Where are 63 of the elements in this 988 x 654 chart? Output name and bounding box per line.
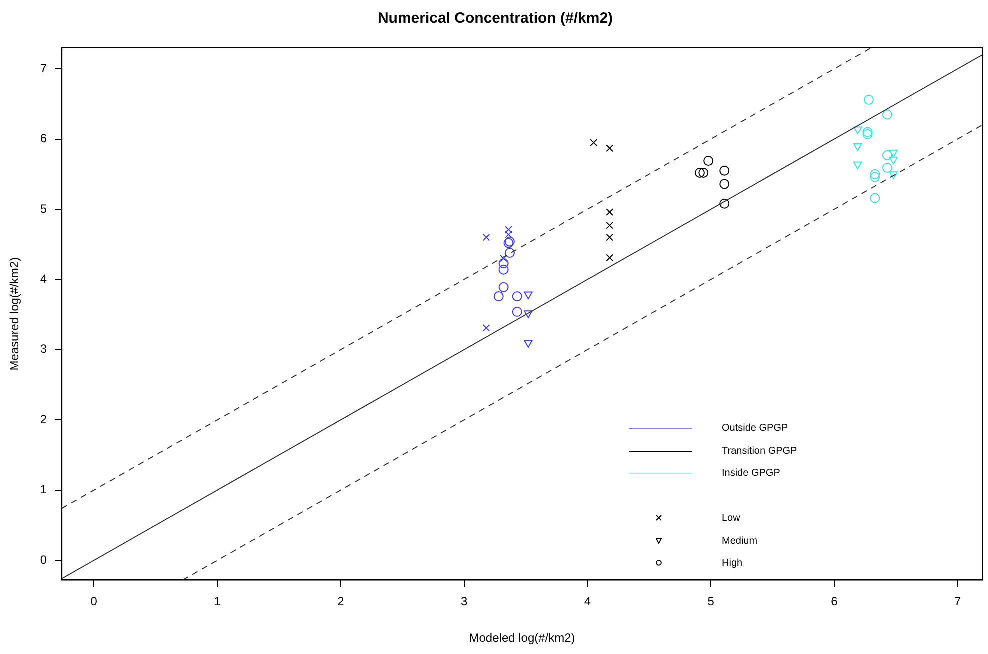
point: [720, 179, 730, 190]
point: [590, 139, 598, 146]
point: [524, 292, 533, 300]
point: [524, 310, 533, 318]
point: [882, 163, 892, 174]
point: [889, 172, 898, 180]
point: [720, 166, 730, 176]
point: [512, 292, 522, 302]
point: [698, 168, 709, 178]
point: [882, 110, 892, 120]
point: [500, 254, 508, 262]
annotation: Outside GPGP: [722, 423, 788, 434]
point: [494, 292, 504, 302]
y-axis-title: Measured log(#/km2): [8, 257, 22, 371]
point: [870, 193, 880, 204]
point: [498, 258, 509, 269]
y-tick-label: 1: [40, 482, 48, 497]
point: [889, 156, 898, 165]
annotation: Transition GPGP: [722, 446, 798, 456]
point: [870, 172, 880, 182]
x-tick-label: 1: [214, 594, 222, 609]
point: [853, 144, 862, 152]
point: [606, 234, 614, 242]
x-tick-label: 2: [338, 594, 345, 609]
point: [853, 162, 862, 170]
point: [853, 126, 862, 134]
annotation: Medium: [722, 536, 758, 546]
chart-title: Numerical Concentration (#/km2): [378, 10, 614, 28]
point: [482, 324, 490, 332]
x-axis-title: Modeled log(#/km2): [469, 631, 576, 646]
point: [694, 168, 705, 178]
point: [606, 222, 614, 230]
y-tick-label: 0: [40, 552, 48, 567]
point: [606, 254, 614, 262]
point: [498, 282, 509, 292]
point: [606, 208, 614, 216]
x-tick-label: 0: [90, 594, 98, 609]
x-tick-label: 3: [460, 594, 468, 609]
point: [889, 150, 898, 158]
point: [864, 94, 874, 105]
point: [524, 340, 533, 348]
y-tick-label: 3: [40, 342, 48, 356]
x-tick-label: 4: [584, 594, 592, 609]
annotation: Low: [722, 513, 740, 524]
x-tick-label: 6: [831, 594, 838, 609]
y-tick-label: 5: [40, 202, 48, 216]
x-tick-label: 7: [954, 594, 962, 609]
point: [606, 144, 614, 152]
point: [720, 198, 730, 209]
point: [870, 169, 880, 180]
point: [882, 150, 892, 160]
point: [512, 306, 522, 317]
y-tick-label: 2: [40, 412, 48, 426]
annotation: High: [722, 558, 743, 569]
point: [482, 234, 490, 242]
y-tick-label: 6: [40, 132, 48, 146]
point: [704, 156, 714, 166]
x-tick-label: 5: [708, 594, 715, 609]
point: [498, 264, 509, 275]
y-tick-label: 7: [40, 61, 48, 76]
point: [504, 248, 515, 258]
y-tick-label: 4: [40, 272, 48, 286]
annotation: Inside GPGP: [722, 468, 780, 479]
